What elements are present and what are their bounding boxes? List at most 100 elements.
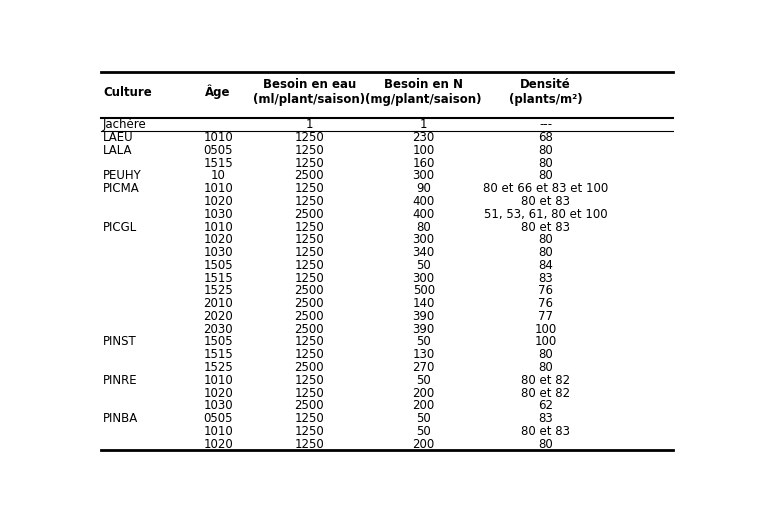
Text: 140: 140 bbox=[412, 297, 435, 310]
Text: 50: 50 bbox=[416, 412, 431, 425]
Text: 83: 83 bbox=[538, 412, 553, 425]
Text: Âge: Âge bbox=[205, 85, 231, 99]
Text: 340: 340 bbox=[412, 246, 435, 259]
Text: 2020: 2020 bbox=[203, 310, 233, 323]
Text: 1515: 1515 bbox=[203, 157, 233, 170]
Text: LAEU: LAEU bbox=[103, 131, 133, 144]
Text: 1250: 1250 bbox=[294, 259, 324, 272]
Text: 1250: 1250 bbox=[294, 271, 324, 284]
Text: 1515: 1515 bbox=[203, 348, 233, 361]
Text: 80 et 66 et 83 et 100: 80 et 66 et 83 et 100 bbox=[483, 182, 608, 195]
Text: 1020: 1020 bbox=[203, 438, 233, 451]
Text: 2500: 2500 bbox=[294, 207, 324, 220]
Text: 200: 200 bbox=[412, 399, 435, 412]
Text: 400: 400 bbox=[412, 195, 435, 208]
Text: 77: 77 bbox=[538, 310, 553, 323]
Text: 68: 68 bbox=[538, 131, 553, 144]
Text: 2010: 2010 bbox=[203, 297, 233, 310]
Text: ---: --- bbox=[539, 119, 552, 132]
Text: 1250: 1250 bbox=[294, 412, 324, 425]
Text: 1250: 1250 bbox=[294, 220, 324, 233]
Text: LALA: LALA bbox=[103, 144, 133, 157]
Text: 80: 80 bbox=[538, 361, 553, 374]
Text: 2500: 2500 bbox=[294, 310, 324, 323]
Text: 50: 50 bbox=[416, 335, 431, 348]
Text: 2500: 2500 bbox=[294, 284, 324, 297]
Text: 1010: 1010 bbox=[203, 220, 233, 233]
Text: 1505: 1505 bbox=[203, 335, 233, 348]
Text: 80: 80 bbox=[538, 246, 553, 259]
Text: 1250: 1250 bbox=[294, 425, 324, 438]
Text: 1250: 1250 bbox=[294, 335, 324, 348]
Text: 1515: 1515 bbox=[203, 271, 233, 284]
Text: 1: 1 bbox=[420, 119, 428, 132]
Text: PICGL: PICGL bbox=[103, 220, 137, 233]
Text: 2500: 2500 bbox=[294, 361, 324, 374]
Text: 80: 80 bbox=[538, 170, 553, 183]
Text: 1250: 1250 bbox=[294, 157, 324, 170]
Text: 80 et 83: 80 et 83 bbox=[521, 195, 570, 208]
Text: 90: 90 bbox=[416, 182, 431, 195]
Text: 1: 1 bbox=[305, 119, 313, 132]
Text: 50: 50 bbox=[416, 374, 431, 387]
Text: 130: 130 bbox=[412, 348, 435, 361]
Text: Culture: Culture bbox=[103, 86, 152, 99]
Text: Jachère: Jachère bbox=[103, 119, 147, 132]
Text: 1250: 1250 bbox=[294, 182, 324, 195]
Text: 80 et 82: 80 et 82 bbox=[521, 374, 570, 387]
Text: 1250: 1250 bbox=[294, 374, 324, 387]
Text: 80: 80 bbox=[538, 438, 553, 451]
Text: PINBA: PINBA bbox=[103, 412, 138, 425]
Text: 62: 62 bbox=[538, 399, 553, 412]
Text: 80: 80 bbox=[538, 233, 553, 246]
Text: 80: 80 bbox=[538, 144, 553, 157]
Text: 76: 76 bbox=[538, 284, 553, 297]
Text: 50: 50 bbox=[416, 259, 431, 272]
Text: Densité
(plants/m²): Densité (plants/m²) bbox=[509, 78, 582, 106]
Text: Besoin en N
(mg/plant/saison): Besoin en N (mg/plant/saison) bbox=[365, 78, 482, 106]
Text: 84: 84 bbox=[538, 259, 553, 272]
Text: Besoin en eau
(ml/plant/saison): Besoin en eau (ml/plant/saison) bbox=[253, 78, 365, 106]
Text: 1525: 1525 bbox=[203, 284, 233, 297]
Text: 80 et 83: 80 et 83 bbox=[521, 220, 570, 233]
Text: 1010: 1010 bbox=[203, 425, 233, 438]
Text: 1250: 1250 bbox=[294, 233, 324, 246]
Text: 0505: 0505 bbox=[203, 412, 233, 425]
Text: 10: 10 bbox=[211, 170, 226, 183]
Text: 160: 160 bbox=[412, 157, 435, 170]
Text: 390: 390 bbox=[412, 310, 435, 323]
Text: 500: 500 bbox=[412, 284, 435, 297]
Text: 76: 76 bbox=[538, 297, 553, 310]
Text: 80 et 82: 80 et 82 bbox=[521, 386, 570, 399]
Text: 300: 300 bbox=[412, 170, 435, 183]
Text: 1250: 1250 bbox=[294, 348, 324, 361]
Text: 80: 80 bbox=[538, 348, 553, 361]
Text: 270: 270 bbox=[412, 361, 435, 374]
Text: 100: 100 bbox=[412, 144, 435, 157]
Text: 1525: 1525 bbox=[203, 361, 233, 374]
Text: 300: 300 bbox=[412, 271, 435, 284]
Text: 1250: 1250 bbox=[294, 246, 324, 259]
Text: 1020: 1020 bbox=[203, 195, 233, 208]
Text: PINRE: PINRE bbox=[103, 374, 138, 387]
Text: 1250: 1250 bbox=[294, 386, 324, 399]
Text: 80: 80 bbox=[538, 157, 553, 170]
Text: 2500: 2500 bbox=[294, 297, 324, 310]
Text: 2500: 2500 bbox=[294, 170, 324, 183]
Text: 0505: 0505 bbox=[203, 144, 233, 157]
Text: 1030: 1030 bbox=[203, 207, 233, 220]
Text: 300: 300 bbox=[412, 233, 435, 246]
Text: 200: 200 bbox=[412, 438, 435, 451]
Text: 1250: 1250 bbox=[294, 195, 324, 208]
Text: PICMA: PICMA bbox=[103, 182, 139, 195]
Text: 1030: 1030 bbox=[203, 399, 233, 412]
Text: 1505: 1505 bbox=[203, 259, 233, 272]
Text: 1010: 1010 bbox=[203, 182, 233, 195]
Text: PINST: PINST bbox=[103, 335, 136, 348]
Text: 83: 83 bbox=[538, 271, 553, 284]
Text: 1250: 1250 bbox=[294, 144, 324, 157]
Text: 1250: 1250 bbox=[294, 438, 324, 451]
Text: 1250: 1250 bbox=[294, 131, 324, 144]
Text: 230: 230 bbox=[412, 131, 435, 144]
Text: 200: 200 bbox=[412, 386, 435, 399]
